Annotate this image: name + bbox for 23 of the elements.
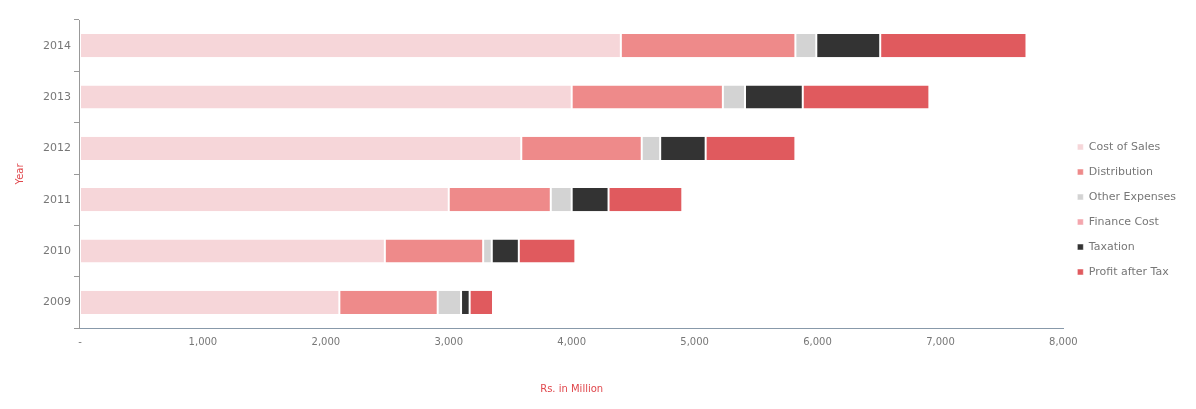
legend-label: Distribution [1088, 164, 1154, 178]
y-tick-label: 2014 [42, 38, 71, 52]
y-tick-label: 2009 [42, 295, 71, 309]
x-tick-label: 2,000 [311, 335, 341, 347]
x-tick-label: 6,000 [803, 335, 832, 347]
x-tick-label: 5,000 [680, 335, 709, 347]
x-tick-label: 1,000 [188, 335, 218, 347]
legend-label: Finance Cost [1088, 214, 1160, 228]
y-tick-label: 2011 [42, 192, 71, 206]
legend-label: Cost of Sales [1088, 139, 1161, 153]
x-tick-label: 8,000 [1049, 335, 1078, 347]
legend-label: Taxation [1087, 239, 1135, 253]
x-tick-label: 3,000 [434, 335, 464, 347]
y-tick-label: 2013 [42, 89, 71, 103]
x-axis-title: Rs. in Million [540, 382, 604, 394]
y-axis-title: Year [13, 162, 25, 186]
legend-label: Profit after Tax [1088, 264, 1170, 278]
y-tick-label: 2010 [42, 243, 71, 257]
x-tick-label: 4,000 [557, 335, 586, 347]
x-tick-label: 7,000 [926, 335, 955, 347]
x-tick-label: - [78, 335, 83, 347]
legend-label: Other Expenses [1088, 189, 1177, 203]
y-tick-label: 2012 [42, 141, 71, 155]
